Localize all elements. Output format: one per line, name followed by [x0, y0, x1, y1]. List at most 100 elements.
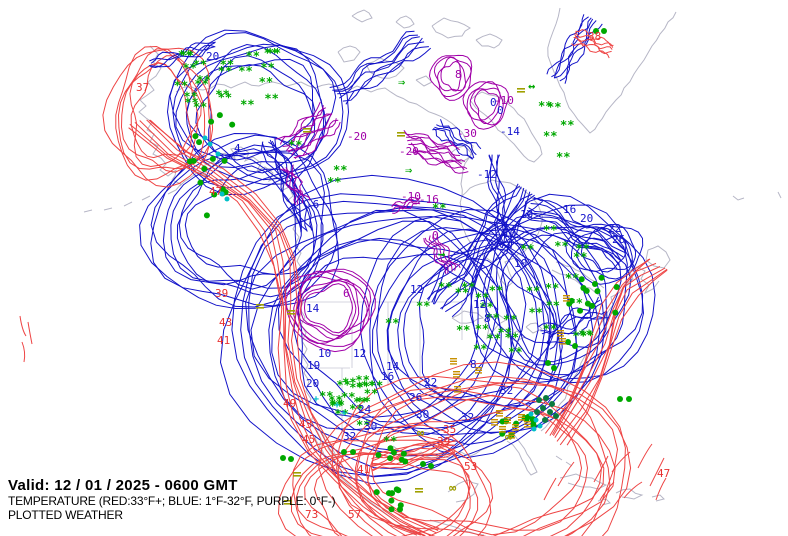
isotherm-red	[371, 444, 455, 466]
fog-station-icon	[453, 371, 460, 373]
snow-station-icon: **	[485, 311, 499, 325]
fog-station-icon	[559, 340, 566, 342]
wind-arrow-icon: →	[438, 247, 445, 261]
isotherm-red	[102, 47, 211, 188]
isotherm-blue	[434, 126, 475, 159]
contour-label-blue: 14	[386, 360, 400, 373]
isotherm-red	[371, 434, 455, 455]
fog-station-icon	[524, 426, 531, 428]
rain-station-icon	[589, 302, 596, 309]
rain-station-icon	[229, 121, 236, 128]
contour-label-purple: 8	[455, 68, 462, 81]
isotherm-blue	[342, 46, 429, 102]
fog-station-icon	[475, 369, 482, 371]
fog-station-icon	[499, 431, 506, 433]
rain-station-icon	[551, 365, 557, 371]
rain-station-icon	[221, 157, 228, 164]
fog-station-icon	[518, 419, 525, 421]
fog-station-icon	[563, 295, 570, 297]
rain-station-icon	[593, 28, 599, 34]
isotherm-red	[371, 451, 456, 471]
snow-station-icon: **	[259, 75, 273, 89]
isotherm-purple	[293, 119, 339, 159]
isotherm-blue	[345, 47, 432, 105]
isotherm-purple	[462, 81, 509, 130]
isotherm-red	[356, 386, 616, 536]
fog-station-icon	[508, 434, 515, 436]
infinity-haze-icon: ∞	[505, 430, 513, 444]
wind-arrow-icon: ↔	[528, 79, 535, 93]
fog-station-icon	[475, 372, 482, 374]
snow-station-icon: **	[182, 61, 196, 75]
isotherm-red	[290, 434, 479, 536]
isotherm-blue	[240, 200, 546, 478]
isotherm-blue	[271, 140, 313, 231]
snow-station-icon: **	[461, 280, 475, 294]
contour-label-blue: 0	[497, 104, 504, 117]
fog-station-icon	[499, 428, 506, 430]
isotherm-blue	[150, 44, 216, 69]
contour-label-red: 38	[588, 30, 601, 43]
isotherm-red	[277, 424, 492, 536]
snow-station-icon: **	[369, 378, 383, 392]
fog-station-icon	[559, 343, 566, 345]
isotherm-streak-red	[649, 457, 665, 487]
isotherm-blue	[469, 204, 645, 384]
coastline-path	[123, 201, 133, 207]
rain-station-icon	[219, 186, 226, 193]
isotherm-blue	[293, 253, 479, 423]
isotherm-blue	[277, 239, 499, 435]
isotherm-streak-red	[593, 455, 609, 483]
contour-label-red: 39	[215, 287, 228, 300]
isotherm-purple	[473, 89, 500, 121]
isotherm-streak-red	[637, 443, 653, 469]
isotherm-blue	[546, 311, 607, 344]
isotherm-purple	[433, 56, 472, 97]
isotherm-blue	[533, 196, 627, 252]
isotherm-blue	[559, 20, 597, 82]
snow-station-icon: **	[572, 329, 586, 343]
drizzle-station-icon	[219, 191, 225, 197]
isotherm-blue	[530, 203, 624, 258]
isotherm-blue	[525, 212, 621, 265]
isotherm-purple	[391, 197, 421, 208]
contour-label-red: 45	[302, 433, 315, 446]
fog-station-icon	[512, 429, 519, 431]
rain-station-icon	[598, 274, 605, 281]
snow-station-icon: **	[543, 223, 557, 237]
isotherm-blue	[433, 189, 527, 305]
isotherm-blue	[526, 209, 622, 262]
isotherm-purple	[413, 149, 468, 170]
isotherm-red	[354, 384, 603, 536]
rain-station-icon	[402, 458, 409, 465]
isotherm-purple	[408, 142, 462, 165]
contour-label-blue: 10	[520, 208, 533, 221]
fog-station-icon	[450, 360, 457, 362]
snow-station-icon: **	[238, 64, 252, 78]
snow-station-icon: **	[349, 402, 363, 416]
isotherm-purple	[407, 139, 461, 162]
fog-station-icon	[450, 358, 457, 360]
contour-label-blue: 19	[307, 359, 320, 372]
isotherm-blue	[431, 187, 525, 303]
coastline-path	[525, 322, 543, 334]
isotherm-blue	[149, 42, 216, 62]
snow-station-icon: **	[328, 393, 342, 407]
contour-label-red: 47	[209, 185, 222, 198]
rain-station-icon	[612, 309, 619, 316]
isotherm-streak-red	[27, 321, 33, 345]
isotherm-purple	[287, 113, 333, 152]
snow-station-icon: **	[361, 379, 375, 393]
rain-station-icon	[578, 276, 585, 283]
isotherm-red	[573, 37, 612, 55]
rain-station-icon	[572, 343, 578, 349]
isotherm-red	[318, 361, 626, 536]
map-legend: Valid: 12 / 01 / 2025 - 0600 GMT TEMPERA…	[8, 478, 336, 523]
snow-station-icon: **	[218, 90, 232, 104]
snow-station-icon: **	[543, 129, 557, 143]
snow-station-icon: **	[355, 373, 369, 387]
contour-label-red: 49	[283, 397, 296, 410]
isotherm-red	[129, 62, 202, 168]
coastline-path	[615, 488, 644, 500]
